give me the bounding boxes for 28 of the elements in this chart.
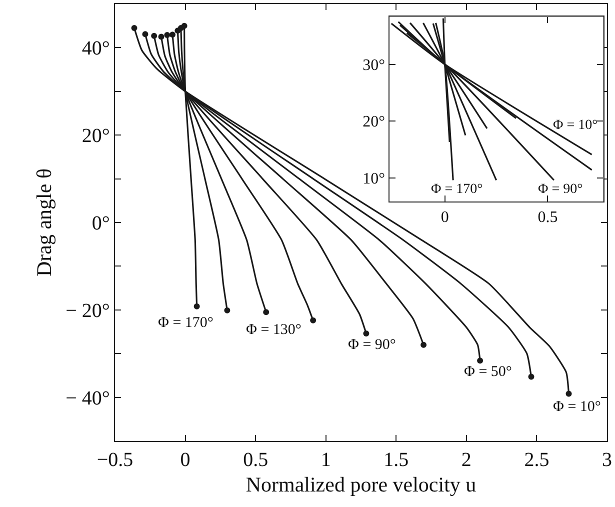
y-tick-label: 20°	[362, 114, 385, 131]
annotation: Φ = 170°	[158, 315, 214, 331]
y-tick-label: 0°	[92, 212, 110, 234]
y-tick-label: − 20°	[66, 300, 110, 322]
y-tick-label: 30°	[362, 56, 385, 74]
x-tick-label: 1	[320, 449, 331, 472]
x-tick-label: 0.5	[538, 209, 558, 226]
x-tick-label: 1.5	[384, 449, 409, 472]
x-tick-label: 0	[180, 449, 190, 472]
x-axis-title: Normalized pore velocity u	[246, 472, 477, 496]
y-axis-title: Drag angle θ	[32, 168, 56, 277]
x-tick-label: −0.5	[96, 449, 134, 472]
x-tick-label: 2	[461, 449, 472, 472]
y-tick-label: − 40°	[66, 387, 110, 410]
annotation: Φ = 10°	[553, 399, 601, 415]
y-tick-label: 40°	[82, 38, 110, 60]
annotation: Φ = 90°	[348, 337, 396, 353]
y-tick-label: 20°	[82, 125, 110, 148]
x-tick-label: 3	[602, 449, 612, 472]
annotation: Φ = 90°	[538, 182, 583, 197]
annotation: Φ = 10°	[553, 118, 598, 133]
x-tick-label: 0	[440, 209, 449, 226]
annotation: Φ = 130°	[246, 322, 302, 338]
annotation: Φ = 50°	[464, 364, 512, 380]
x-tick-label: 0.5	[243, 449, 268, 472]
annotation: Φ = 170°	[431, 182, 483, 197]
x-tick-label: 2.5	[524, 449, 550, 472]
y-tick-label: 10°	[362, 170, 385, 188]
